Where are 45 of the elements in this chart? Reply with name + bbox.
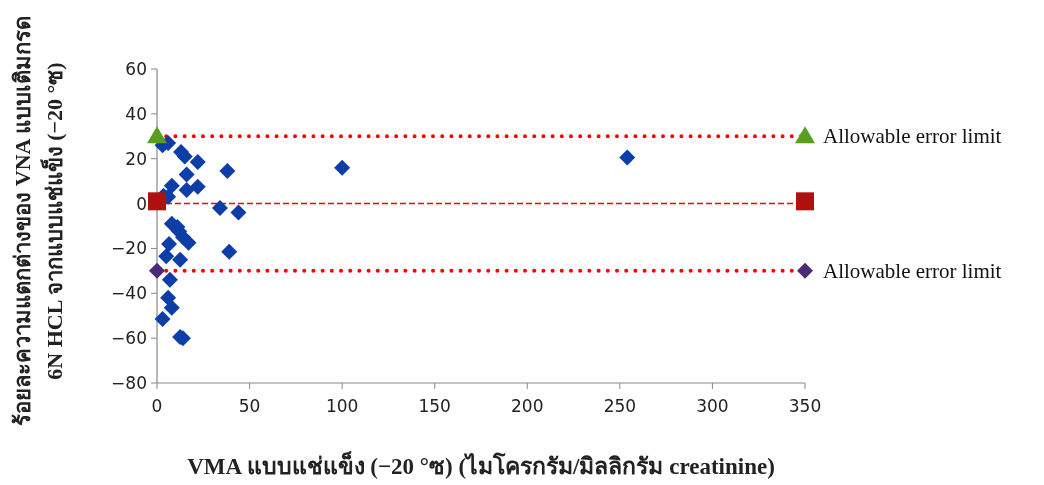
y-tick-label: 60 bbox=[125, 59, 147, 79]
point bbox=[189, 154, 206, 171]
point bbox=[147, 126, 167, 144]
point bbox=[160, 289, 177, 306]
point bbox=[230, 204, 247, 221]
annotation: Allowable error limit bbox=[823, 124, 1002, 149]
point bbox=[154, 311, 171, 328]
x-tick-label: 0 bbox=[151, 396, 163, 416]
point bbox=[163, 177, 180, 194]
annotation: Allowable error limit bbox=[823, 258, 1002, 283]
point bbox=[163, 299, 180, 316]
y-tick-label: −20 bbox=[111, 238, 147, 259]
point bbox=[219, 163, 236, 180]
x-tick-label: 350 bbox=[788, 396, 822, 416]
point bbox=[178, 182, 195, 199]
point bbox=[795, 126, 815, 144]
point bbox=[797, 262, 813, 279]
point bbox=[172, 251, 189, 268]
x-tick-label: 150 bbox=[418, 396, 451, 416]
y-tick-label: 20 bbox=[125, 148, 147, 169]
y-tick-label: −60 bbox=[111, 328, 147, 349]
point bbox=[161, 235, 178, 252]
point bbox=[180, 234, 197, 251]
y-tick-label: 40 bbox=[125, 103, 147, 124]
point bbox=[619, 149, 636, 166]
y-tick-label: −80 bbox=[111, 373, 147, 393]
point bbox=[189, 178, 206, 195]
x-axis-title: VMA แบบแช่แข็ง (−20 °ซ) (ไมโครกรัม/มิลลิกรัม creatinine) bbox=[187, 451, 775, 479]
x-tick-label: 200 bbox=[511, 396, 544, 416]
x-tick-label: 300 bbox=[696, 396, 729, 416]
point bbox=[796, 192, 814, 211]
point bbox=[334, 159, 351, 176]
x-tick-label: 250 bbox=[603, 396, 637, 416]
x-tick-label: 100 bbox=[325, 396, 359, 416]
point bbox=[149, 262, 165, 279]
point bbox=[158, 248, 175, 265]
point bbox=[148, 192, 166, 211]
point bbox=[178, 166, 195, 183]
y-tick-label: 0 bbox=[136, 193, 147, 214]
point bbox=[211, 200, 228, 217]
point bbox=[161, 271, 178, 288]
y-tick-label: −40 bbox=[111, 283, 147, 304]
point bbox=[221, 243, 238, 260]
x-tick-label: 50 bbox=[238, 396, 261, 416]
y-axis-title: ร้อยละความแตกต่างของ VNA แบบเติมกรด 6N HCL จากแบบแช่แข็ง (−20 °ซ) bbox=[10, 16, 67, 426]
